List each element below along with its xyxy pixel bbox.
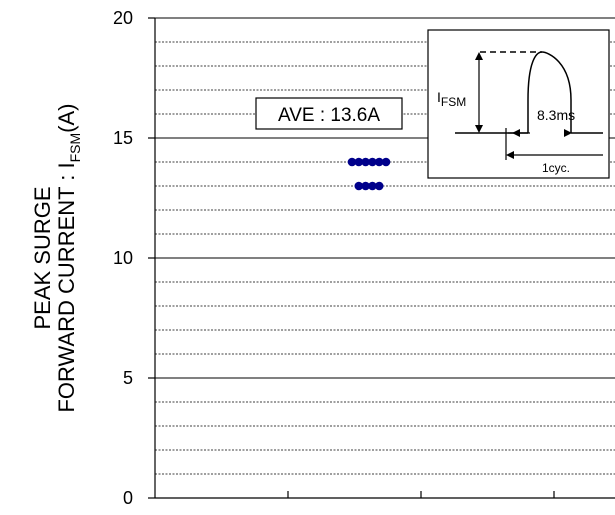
data-point [368, 157, 377, 167]
data-point [374, 181, 384, 191]
inset-pulse-width-label: 8.3ms [537, 107, 575, 123]
y-axis-title-end: (A) [54, 103, 79, 132]
inset-pulse-width-arrowhead-left [512, 129, 520, 137]
y-axis-title-line1: PEAK SURGE [30, 186, 55, 329]
inset-sine-pulse [527, 51, 572, 133]
data-point [368, 181, 377, 191]
data-point [347, 157, 357, 167]
inset-box [427, 29, 610, 179]
data-point [381, 157, 391, 167]
average-annotation: AVE : 13.6A [255, 97, 403, 130]
y-axis-title-sub: FSM [67, 133, 83, 163]
inset-ifsm-arrow-bottom [475, 125, 483, 133]
data-point [374, 157, 384, 167]
inset-ifsm-main: I [437, 89, 441, 105]
y-axis-title-line2: FORWARD CURRENT : IFSM(A) [54, 103, 83, 412]
average-label: AVE : 13.6A [278, 105, 380, 126]
inset-cycle-label: 1cyc. [542, 161, 570, 175]
tick-labels: 0 5 10 15 20 [113, 8, 133, 508]
y-tick-label: 5 [123, 368, 133, 388]
inset-ifsm-sub: FSM [441, 95, 466, 109]
data-point [361, 157, 370, 167]
data-point [354, 181, 364, 191]
waveform-inset: IFSM 8.3ms 1cyc. [427, 29, 610, 179]
inset-ifsm-label: IFSM [437, 89, 466, 109]
y-tick-label: 0 [123, 488, 133, 508]
grid-lines [155, 41, 615, 475]
data-point [361, 181, 370, 191]
data-points [347, 157, 391, 191]
inset-pulse-width-arrowhead-right [564, 129, 572, 137]
y-axis-title-main: FORWARD CURRENT : I [54, 162, 79, 412]
y-tick-label: 10 [113, 248, 133, 268]
y-tick-label: 15 [113, 128, 133, 148]
inset-ifsm-arrow-top [475, 52, 483, 60]
average-box [255, 97, 403, 130]
y-tick-label: 20 [113, 8, 133, 28]
tick-marks [148, 17, 555, 499]
data-point [354, 157, 364, 167]
inset-cycle-arrowhead [506, 151, 514, 159]
